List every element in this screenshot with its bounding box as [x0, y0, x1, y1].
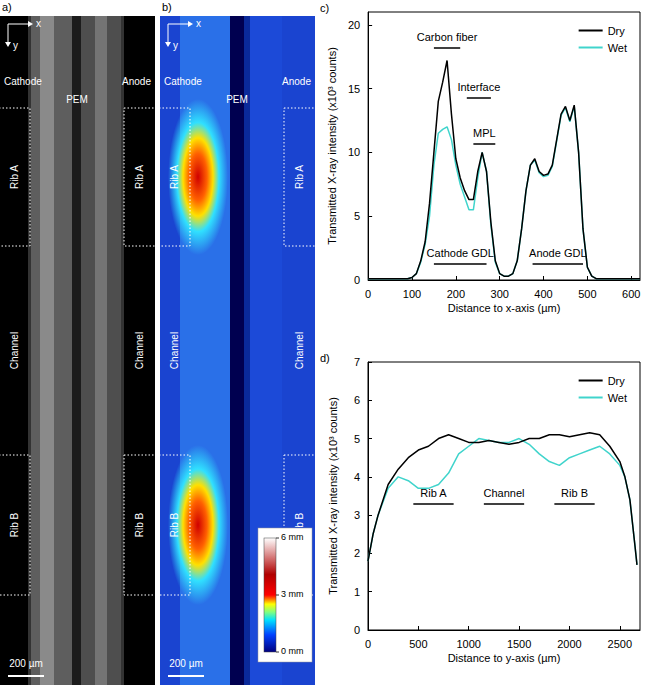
svg-text:Cathode: Cathode: [164, 76, 202, 87]
svg-text:Rib B: Rib B: [561, 487, 588, 499]
svg-text:Interface: Interface: [457, 81, 500, 93]
svg-text:2000: 2000: [557, 638, 581, 650]
svg-text:Wet: Wet: [608, 42, 627, 54]
svg-text:Channel: Channel: [9, 332, 20, 369]
svg-text:500: 500: [578, 288, 596, 300]
svg-text:Rib B: Rib B: [9, 512, 20, 537]
svg-text:d): d): [320, 352, 330, 364]
svg-text:4: 4: [354, 471, 360, 483]
svg-text:2: 2: [354, 547, 360, 559]
svg-text:Channel: Channel: [169, 332, 180, 369]
svg-text:Rib B: Rib B: [293, 512, 305, 538]
svg-text:x: x: [36, 18, 41, 29]
svg-text:y: y: [13, 40, 18, 51]
svg-text:400: 400: [534, 288, 552, 300]
svg-text:100: 100: [403, 288, 421, 300]
svg-text:Rib A: Rib A: [134, 165, 145, 189]
svg-text:x: x: [196, 18, 201, 29]
svg-text:Channel: Channel: [484, 487, 525, 499]
svg-text:10: 10: [348, 146, 360, 158]
svg-text:500: 500: [409, 638, 427, 650]
svg-text:15: 15: [348, 83, 360, 95]
svg-text:Channel: Channel: [294, 332, 305, 369]
svg-text:1500: 1500: [507, 638, 531, 650]
svg-text:Distance to y-axis (µm): Distance to y-axis (µm): [448, 652, 561, 664]
svg-text:6 mm: 6 mm: [281, 532, 304, 542]
svg-text:5: 5: [354, 433, 360, 445]
svg-text:3: 3: [354, 509, 360, 521]
svg-text:Transmitted X-ray intensity (x: Transmitted X-ray intensity (x10³ counts…: [326, 47, 338, 245]
svg-text:Anode GDL: Anode GDL: [529, 247, 586, 259]
svg-text:PEM: PEM: [66, 94, 88, 105]
svg-text:6: 6: [354, 394, 360, 406]
svg-text:3 mm: 3 mm: [281, 589, 304, 599]
svg-text:1: 1: [354, 586, 360, 598]
svg-text:Dry: Dry: [608, 375, 626, 387]
svg-text:0: 0: [354, 274, 360, 286]
svg-text:20: 20: [348, 19, 360, 31]
svg-text:7: 7: [354, 356, 360, 368]
svg-text:5: 5: [354, 210, 360, 222]
svg-text:200: 200: [447, 288, 465, 300]
svg-text:1000: 1000: [456, 638, 480, 650]
svg-text:Distance to x-axis (µm): Distance to x-axis (µm): [448, 302, 561, 314]
svg-text:Carbon fiber: Carbon fiber: [417, 31, 478, 43]
svg-text:y: y: [173, 40, 178, 51]
svg-text:Rib B: Rib B: [169, 512, 180, 537]
svg-text:200 µm: 200 µm: [9, 658, 43, 669]
svg-text:Rib A: Rib A: [294, 165, 305, 189]
svg-text:0 mm: 0 mm: [281, 646, 304, 656]
svg-text:Anode: Anode: [122, 76, 151, 87]
svg-text:MPL: MPL: [473, 127, 496, 139]
svg-text:Rib A: Rib A: [420, 487, 447, 499]
svg-text:Wet: Wet: [608, 392, 627, 404]
svg-text:300: 300: [491, 288, 509, 300]
svg-text:Anode: Anode: [282, 76, 311, 87]
svg-text:0: 0: [365, 288, 371, 300]
svg-text:Cathode: Cathode: [4, 76, 42, 87]
svg-text:Rib A: Rib A: [169, 165, 180, 189]
svg-text:200 µm: 200 µm: [169, 658, 203, 669]
svg-text:PEM: PEM: [226, 94, 248, 105]
svg-text:Cathode GDL: Cathode GDL: [427, 247, 494, 259]
svg-text:a): a): [2, 1, 12, 13]
svg-text:Rib A: Rib A: [9, 165, 20, 189]
svg-text:b): b): [162, 1, 172, 13]
svg-text:Dry: Dry: [608, 25, 626, 37]
svg-text:0: 0: [354, 624, 360, 636]
svg-text:c): c): [320, 2, 329, 14]
svg-text:2500: 2500: [608, 638, 632, 650]
svg-text:0: 0: [365, 638, 371, 650]
svg-text:Channel: Channel: [134, 332, 145, 369]
svg-text:600: 600: [622, 288, 640, 300]
svg-text:Transmitted X-ray intensity (x: Transmitted X-ray intensity (x10³ counts…: [327, 397, 339, 595]
svg-text:Rib B: Rib B: [134, 512, 145, 537]
